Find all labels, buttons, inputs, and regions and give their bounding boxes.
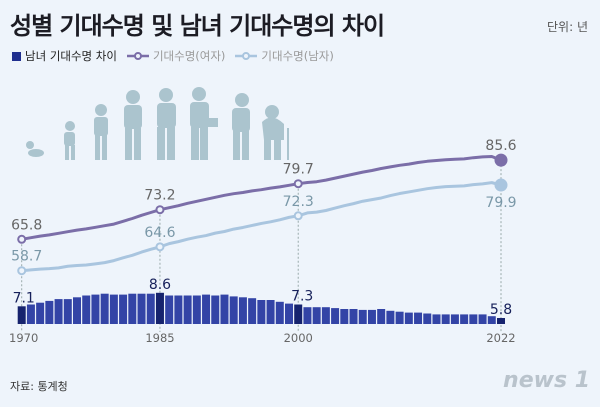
female-value-label-2022: 85.6	[485, 138, 516, 154]
x-tick-1985: 1985	[145, 331, 174, 345]
gap-bar-1992	[220, 294, 229, 324]
male-value-label-2000: 72.3	[283, 194, 314, 210]
gap-bar-1976	[73, 297, 82, 324]
male-line	[21, 181, 502, 273]
unit-label: 단위: 년	[547, 20, 588, 34]
gap-bar-2002	[312, 307, 321, 324]
female-point-1985	[155, 205, 165, 215]
gap-bar-1987	[174, 295, 183, 324]
x-tick-2022: 2022	[486, 331, 515, 345]
male-point-1985	[155, 242, 165, 252]
gap-bar-2021	[487, 316, 496, 324]
gap-bar-1999	[285, 303, 294, 324]
gap-bar-1981	[119, 294, 128, 324]
human-evolution-silhouette-icon	[26, 87, 289, 160]
male-value-label-1985: 64.6	[144, 225, 175, 241]
gap-value-label-2000: 7.3	[291, 289, 313, 305]
male-point-1970	[17, 266, 27, 276]
gap-bar-2003	[321, 307, 330, 324]
gap-bar-1978	[91, 294, 100, 324]
legend-female: 기대수명(여자)	[126, 48, 226, 64]
legend-male-label: 기대수명(남자)	[261, 49, 334, 63]
gap-value-label-1970: 7.1	[13, 290, 35, 306]
gap-bar-2012	[404, 312, 413, 324]
gap-bar-2008	[367, 309, 376, 324]
female-value-label-1985: 73.2	[144, 188, 175, 204]
gap-bar-2001	[303, 307, 312, 324]
male-point-2000	[293, 211, 303, 221]
gap-bar-1997	[266, 300, 275, 324]
gap-bar-1991	[211, 295, 220, 324]
gap-bar-1980	[109, 294, 118, 324]
female-line	[21, 155, 502, 241]
chart-title: 성별 기대수명 및 남녀 기대수명의 차이	[10, 12, 385, 40]
gap-bar-1990	[202, 294, 211, 324]
gap-bar-1989	[192, 295, 201, 324]
gap-bar-1986	[165, 295, 174, 324]
male-line-swatch-icon	[235, 52, 258, 60]
gap-bar-1972	[36, 302, 45, 324]
female-point-1970	[17, 234, 27, 244]
male-point-2022	[494, 178, 508, 192]
gap-bar-2016	[441, 314, 450, 324]
gap-bar-1979	[100, 293, 109, 324]
gap-bar-1971	[26, 304, 35, 324]
gap-bar-2022	[497, 318, 505, 324]
gap-bar-1984	[146, 293, 155, 324]
male-value-label-1970: 58.7	[11, 249, 42, 265]
source-label: 자료: 통계청	[10, 380, 68, 393]
gap-bar-1974	[54, 299, 63, 324]
gap-bar-2015	[432, 314, 441, 324]
gap-bar-2010	[386, 310, 395, 324]
gap-bar-2009	[377, 309, 386, 324]
gap-bar-2005	[340, 309, 349, 324]
gap-bar-1993	[229, 296, 238, 324]
gap-bar-1983	[137, 293, 146, 324]
legend-gap: 남녀 기대수명 차이	[12, 48, 117, 64]
gap-bar-1970	[17, 306, 26, 324]
gap-bar-2006	[349, 309, 358, 324]
gap-bar-2007	[358, 309, 367, 324]
gap-bar-1996	[257, 300, 266, 324]
legend: 남녀 기대수명 차이 기대수명(여자) 기대수명(남자)	[12, 48, 334, 64]
x-tick-1970: 1970	[9, 331, 38, 345]
x-tick-2000: 2000	[284, 331, 313, 345]
gap-bar-1988	[183, 295, 192, 324]
gap-bar-1994	[238, 297, 247, 324]
gap-bar-1995	[248, 298, 257, 324]
gap-bar-2019	[469, 314, 478, 324]
legend-gap-label: 남녀 기대수명 차이	[25, 49, 117, 63]
gap-bar-1982	[128, 293, 137, 324]
gap-bar-2004	[331, 308, 340, 324]
gap-value-label-2022: 5.8	[490, 302, 512, 318]
gap-bar-1973	[45, 300, 54, 324]
gap-bar-2018	[460, 314, 469, 324]
female-line-swatch-icon	[126, 52, 149, 60]
female-point-2000	[293, 179, 303, 189]
female-point-2022	[494, 153, 508, 167]
female-value-label-2000: 79.7	[283, 162, 314, 178]
gap-bar-2014	[423, 313, 432, 324]
gap-bar-1977	[82, 295, 91, 324]
gap-bar-2000	[294, 304, 303, 324]
legend-female-label: 기대수명(여자)	[152, 49, 226, 63]
news1-logo: news 1	[503, 368, 590, 393]
gap-bar-2013	[414, 312, 423, 324]
legend-male: 기대수명(남자)	[235, 48, 334, 64]
gap-bar-2020	[478, 314, 487, 324]
gap-value-label-1985: 8.6	[149, 277, 171, 293]
gap-bar-2011	[395, 311, 404, 324]
gap-bar-2017	[450, 314, 459, 324]
male-value-label-2022: 79.9	[485, 195, 516, 211]
gap-bar-1985	[155, 292, 164, 324]
gap-bar-1998	[275, 301, 284, 324]
gap-bar-1975	[63, 299, 72, 324]
bar-swatch-icon	[12, 51, 21, 61]
female-value-label-1970: 65.8	[11, 217, 42, 233]
